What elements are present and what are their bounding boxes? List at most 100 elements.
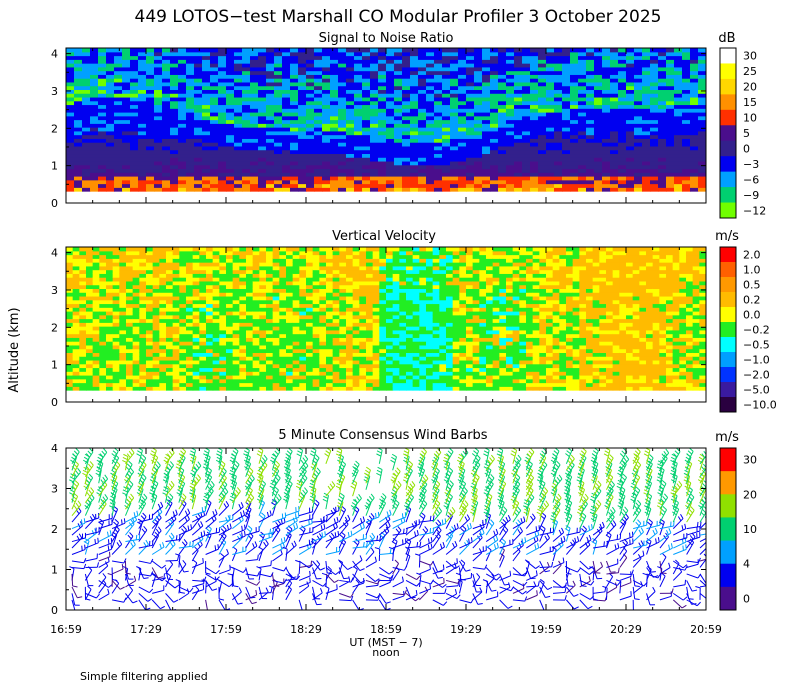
snr-cell bbox=[402, 51, 411, 57]
vv-cell bbox=[279, 269, 287, 274]
snr-cell bbox=[186, 81, 195, 87]
snr-cell bbox=[346, 138, 355, 143]
snr-cell bbox=[338, 145, 347, 151]
vv-cell bbox=[332, 265, 340, 271]
snr-cell bbox=[458, 70, 467, 75]
snr-cell bbox=[450, 74, 459, 79]
snr-cell bbox=[498, 55, 507, 60]
snr-cell bbox=[474, 119, 483, 124]
snr-cell bbox=[218, 93, 227, 98]
vv-cell bbox=[112, 344, 120, 350]
snr-cell bbox=[170, 70, 179, 75]
snr-cell bbox=[362, 63, 371, 68]
vv-cell bbox=[306, 295, 314, 301]
snr-cell bbox=[642, 104, 651, 109]
vv-cell bbox=[306, 254, 314, 259]
vv-cell bbox=[126, 329, 134, 335]
snr-cell bbox=[370, 104, 379, 109]
snr-cell bbox=[634, 70, 643, 75]
vv-cell bbox=[99, 310, 107, 316]
snr-cell bbox=[458, 51, 467, 57]
vv-cell bbox=[146, 386, 154, 391]
snr-cell bbox=[74, 179, 83, 185]
snr-cell bbox=[194, 134, 203, 139]
vv-cell bbox=[226, 307, 234, 312]
snr-cell bbox=[210, 175, 219, 181]
vv-cell bbox=[166, 284, 174, 290]
snr-cell bbox=[626, 172, 635, 177]
vv-cell bbox=[119, 344, 127, 350]
snr-cell bbox=[74, 130, 83, 136]
vv-cell bbox=[79, 273, 87, 278]
snr-cell bbox=[322, 59, 331, 64]
snr-cell bbox=[354, 142, 363, 147]
snr-cell bbox=[210, 111, 219, 117]
vv-cell bbox=[152, 322, 160, 327]
snr-cell bbox=[210, 108, 219, 113]
snr-cell bbox=[546, 142, 555, 147]
snr-cell bbox=[194, 115, 203, 121]
snr-cell bbox=[274, 130, 283, 136]
snr-cell bbox=[426, 59, 435, 64]
snr-cell bbox=[370, 179, 379, 185]
snr-cell bbox=[314, 134, 323, 139]
vv-cell bbox=[332, 363, 340, 369]
snr-cell bbox=[690, 59, 699, 64]
snr-cell bbox=[330, 51, 339, 57]
vv-cell bbox=[232, 341, 240, 346]
vv-cell bbox=[159, 299, 167, 305]
vv-cell bbox=[72, 356, 80, 361]
vv-cell bbox=[79, 337, 87, 342]
snr-cell bbox=[586, 89, 595, 94]
snr-cell bbox=[74, 134, 83, 139]
snr-cell bbox=[66, 172, 75, 177]
vv-cell bbox=[386, 292, 394, 297]
snr-cell bbox=[698, 172, 706, 177]
snr-cell bbox=[274, 78, 283, 83]
snr-cell bbox=[442, 153, 451, 158]
snr-cell bbox=[258, 130, 267, 136]
snr-cell bbox=[586, 179, 595, 185]
snr-cell bbox=[618, 51, 627, 57]
snr-cell bbox=[114, 70, 123, 75]
snr-cell bbox=[570, 172, 579, 177]
snr-cell bbox=[458, 96, 467, 102]
vv-cell bbox=[166, 262, 174, 267]
vv-cell bbox=[99, 273, 107, 278]
snr-cell bbox=[162, 164, 171, 170]
snr-cell bbox=[498, 157, 507, 162]
vv-cell bbox=[86, 295, 94, 301]
vv-cell bbox=[146, 273, 154, 278]
snr-cell bbox=[410, 164, 419, 170]
vv-cell bbox=[86, 280, 94, 286]
vv-cell bbox=[172, 386, 180, 391]
vv-cell bbox=[112, 280, 120, 286]
snr-cell bbox=[146, 81, 155, 87]
snr-cell bbox=[74, 81, 83, 87]
vv-cell bbox=[146, 333, 154, 338]
snr-cell bbox=[514, 123, 523, 128]
snr-cell bbox=[138, 179, 147, 185]
snr-cell bbox=[466, 127, 475, 132]
snr-cell bbox=[202, 51, 211, 57]
snr-cell bbox=[434, 48, 443, 53]
vv-cell bbox=[286, 371, 294, 376]
snr-cell bbox=[490, 70, 499, 75]
snr-cell bbox=[242, 168, 251, 173]
snr-cell bbox=[362, 48, 371, 53]
vv-cell bbox=[219, 348, 227, 354]
snr-cell bbox=[418, 70, 427, 75]
snr-cell bbox=[250, 74, 259, 79]
vv-cell bbox=[292, 292, 300, 297]
snr-cell bbox=[186, 108, 195, 113]
snr-cell bbox=[666, 51, 675, 57]
snr-cell bbox=[394, 175, 403, 181]
snr-cell bbox=[418, 160, 427, 166]
vv-cell bbox=[126, 250, 134, 256]
snr-cell bbox=[522, 164, 531, 170]
snr-cell bbox=[498, 153, 507, 158]
vv-cell bbox=[192, 367, 200, 372]
snr-cell bbox=[586, 164, 595, 170]
snr-cell bbox=[634, 145, 643, 151]
vv-cell bbox=[299, 344, 307, 350]
